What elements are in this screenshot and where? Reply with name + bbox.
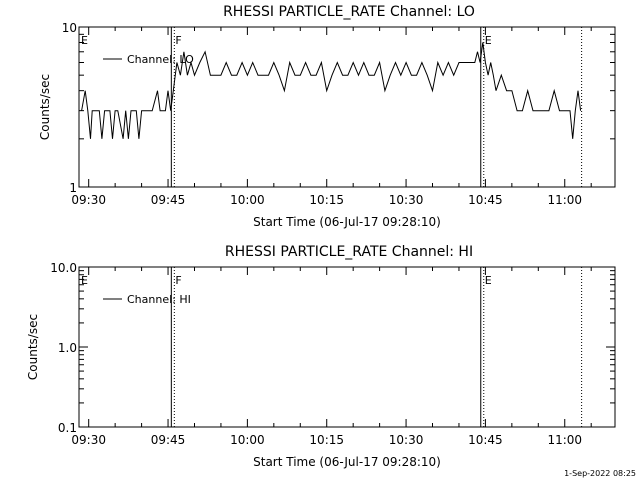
- marker-label: E: [485, 34, 492, 47]
- plot-frame: [78, 266, 616, 428]
- x-tick-label: 09:30: [71, 193, 106, 207]
- plot-frame: [78, 26, 616, 188]
- chart-title: RHESSI PARTICLE_RATE Channel: HI: [225, 244, 473, 260]
- series-line: [81, 42, 582, 139]
- y-tick-label: 1.0: [58, 341, 77, 355]
- series-lines: [81, 42, 582, 139]
- y-tick-label: 0.1: [58, 421, 77, 435]
- marker-label: F: [175, 34, 181, 47]
- chart-panel-lo: RHESSI PARTICLE_RATE Channel: LO 09:30 09…: [38, 4, 616, 229]
- y-axis: 0.1 1.0 10.0: [50, 261, 615, 435]
- x-axis: 09:30 09:45 10:00 10:15 10:30 10:45 11:00: [71, 27, 592, 207]
- x-tick-label: 10:15: [309, 193, 344, 207]
- x-tick-label: 11:00: [547, 193, 582, 207]
- y-tick-label: 10.0: [50, 261, 77, 275]
- y-tick-label: 1: [69, 181, 77, 195]
- marker-label: E: [81, 34, 88, 47]
- x-tick-label: 10:00: [230, 193, 265, 207]
- y-axis-label: Counts/sec: [38, 74, 52, 140]
- x-tick-label: 10:45: [468, 193, 503, 207]
- x-axis-label: Start Time (06-Jul-17 09:28:10): [253, 215, 441, 229]
- legend-label: Channel: HI: [127, 293, 191, 306]
- marker-label: F: [175, 274, 181, 287]
- x-tick-label: 10:45: [468, 433, 503, 447]
- x-tick-label: 10:00: [230, 433, 265, 447]
- x-tick-label: 09:30: [71, 433, 106, 447]
- x-tick-label: 11:00: [547, 433, 582, 447]
- marker-label: E: [485, 274, 492, 287]
- x-tick-label: 10:30: [389, 433, 424, 447]
- footer-timestamp: 1-Sep-2022 08:25: [564, 469, 636, 478]
- chart-title: RHESSI PARTICLE_RATE Channel: LO: [223, 4, 475, 20]
- marker-label: E: [81, 274, 88, 287]
- x-axis-label: Start Time (06-Jul-17 09:28:10): [253, 455, 441, 469]
- y-tick-label: 10: [62, 21, 77, 35]
- x-axis: 09:30 09:45 10:00 10:15 10:30 10:45 11:00: [71, 267, 592, 447]
- x-tick-label: 09:45: [151, 433, 186, 447]
- chart-panel-hi: RHESSI PARTICLE_RATE Channel: HI 09:30 09…: [26, 244, 616, 469]
- legend-label: Channel: LO: [127, 53, 194, 66]
- y-axis-label: Counts/sec: [26, 314, 40, 380]
- x-tick-label: 10:30: [389, 193, 424, 207]
- y-axis: 1 10: [62, 21, 615, 195]
- x-tick-label: 10:15: [309, 433, 344, 447]
- x-tick-label: 09:45: [151, 193, 186, 207]
